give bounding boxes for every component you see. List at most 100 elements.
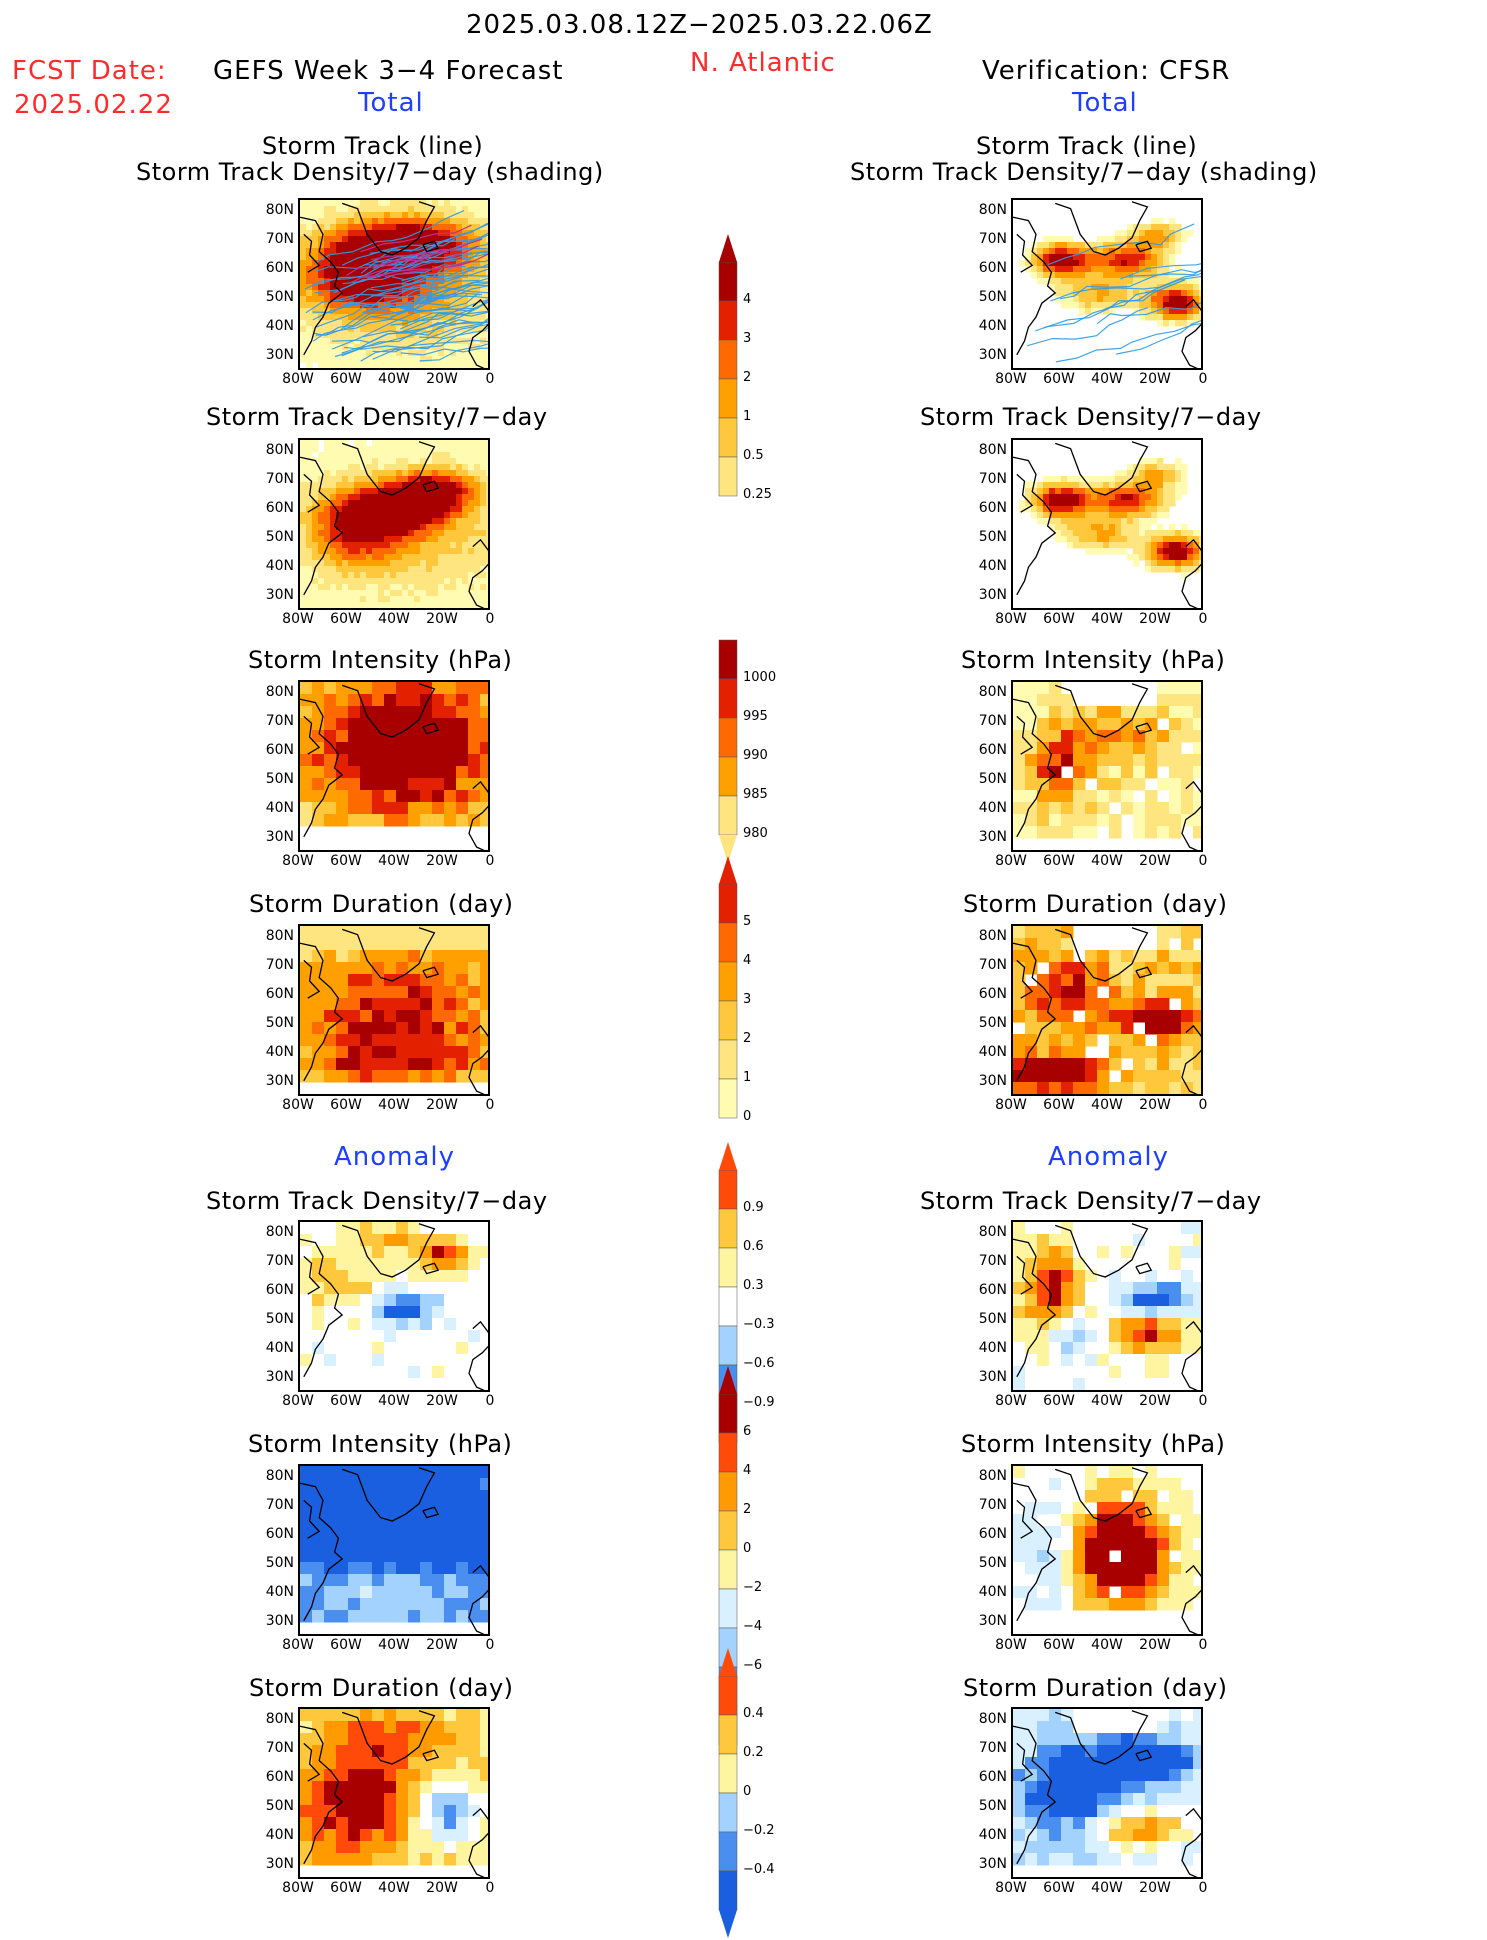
heatmap-cell [414, 488, 421, 495]
heatmap-cell [408, 518, 415, 525]
heatmap-cell [348, 1306, 361, 1319]
heatmap-cell [348, 332, 355, 339]
heatmap-cell [396, 778, 409, 791]
heatmap-cell [1097, 1598, 1110, 1611]
heatmap-cell [360, 814, 373, 827]
heatmap-cell [480, 218, 487, 225]
heatmap-cell [336, 446, 343, 453]
heatmap-cell [420, 584, 427, 591]
heatmap-cell [312, 1466, 325, 1479]
colorbar-tick-label: 4 [743, 292, 751, 307]
heatmap-cell [318, 350, 325, 357]
heatmap-cell [450, 470, 457, 477]
heatmap-cell [1037, 1466, 1050, 1479]
heatmap-cell [330, 440, 337, 447]
heatmap-cell [1037, 1781, 1050, 1794]
heatmap-cell [324, 578, 331, 585]
heatmap-cell [1049, 682, 1062, 695]
heatmap-cell [420, 596, 427, 603]
heatmap-cell [348, 458, 355, 465]
heatmap-cell [1097, 1082, 1110, 1095]
heatmap-cell [1073, 1222, 1086, 1235]
heatmap-cell [1097, 476, 1104, 483]
heatmap-cell [324, 706, 337, 719]
heatmap-cell [396, 512, 403, 519]
heatmap-cell [426, 362, 433, 369]
heatmap-cell [414, 440, 421, 447]
heatmap-cell [1067, 266, 1074, 273]
heatmap-cell [372, 542, 379, 549]
heatmap-cell [324, 314, 331, 321]
heatmap-cell [348, 1342, 361, 1355]
heatmap-cell [348, 766, 361, 779]
heatmap-cell [372, 754, 385, 767]
heatmap-cell [1157, 470, 1164, 477]
heatmap-cell [1109, 1046, 1122, 1059]
heatmap-cell [372, 590, 379, 597]
heatmap-cell [408, 1046, 421, 1059]
heatmap-cell [306, 512, 313, 519]
heatmap-cell [1085, 1354, 1098, 1367]
heatmap-cell [408, 1246, 421, 1259]
heatmap-cell [300, 608, 307, 610]
heatmap-cell [378, 368, 385, 370]
heatmap-cell [1085, 1757, 1098, 1770]
heatmap-cell [426, 368, 433, 370]
heatmap-cell [1097, 778, 1110, 791]
heatmap-cell [324, 962, 337, 975]
heatmap-cell [408, 1610, 421, 1623]
heatmap-cell [1025, 1034, 1038, 1047]
heatmap-cell [1103, 476, 1110, 483]
heatmap-cell [1169, 548, 1176, 555]
heatmap-cell [420, 1294, 433, 1307]
heatmap-cell [444, 742, 457, 755]
heatmap-cell [396, 1378, 409, 1391]
heatmap-cell [432, 500, 439, 507]
heatmap-cell [432, 578, 439, 585]
heatmap-cell [1145, 542, 1152, 549]
heatmap-cell [384, 590, 391, 597]
heatmap-cell [1121, 998, 1134, 1011]
heatmap-cell [306, 302, 313, 309]
heatmap-cell [408, 1574, 421, 1587]
heatmap-cell [1037, 1058, 1050, 1071]
heatmap-cell [312, 446, 319, 453]
heatmap-cell [372, 446, 379, 453]
heatmap-cell [414, 602, 421, 609]
heatmap-cell [396, 440, 403, 447]
heatmap-cell [1157, 1514, 1170, 1527]
heatmap-cell [1181, 1034, 1194, 1047]
heatmap-cell [384, 548, 391, 555]
heatmap-cell [372, 452, 379, 459]
heatmap-cell [1145, 706, 1158, 719]
heatmap-cell [1181, 1538, 1194, 1551]
heatmap-cell [420, 494, 427, 501]
heatmap-cell [1193, 1246, 1203, 1259]
heatmap-cell [300, 682, 313, 695]
heatmap-cell [1175, 464, 1182, 471]
heatmap-cell [1085, 1058, 1098, 1071]
heatmap-cell [324, 1841, 337, 1854]
heatmap-cell [456, 560, 463, 567]
lat-tick-label: 70N [969, 471, 1007, 487]
heatmap-cell [456, 1010, 469, 1023]
heatmap-cell [366, 458, 373, 465]
heatmap-cell [330, 482, 337, 489]
heatmap-cell [360, 1709, 373, 1722]
heatmap-cell [432, 814, 445, 827]
lat-tick-label: 80N [969, 202, 1007, 218]
heatmap-cell [1145, 1366, 1158, 1379]
lat-tick-label: 50N [969, 771, 1007, 787]
heatmap-cell [1121, 1318, 1134, 1331]
heatmap-cell [1169, 778, 1182, 791]
heatmap-cell [1145, 494, 1152, 501]
map-panel-L-5 [298, 1464, 490, 1636]
heatmap-cell [324, 950, 337, 963]
heatmap-cell [432, 742, 445, 755]
heatmap-cell [1157, 1330, 1170, 1343]
heatmap-cell [318, 290, 325, 297]
heatmap-cell [456, 536, 463, 543]
heatmap-cell [1055, 476, 1062, 483]
heatmap-cell [1133, 1366, 1146, 1379]
heatmap-cell [486, 584, 490, 591]
